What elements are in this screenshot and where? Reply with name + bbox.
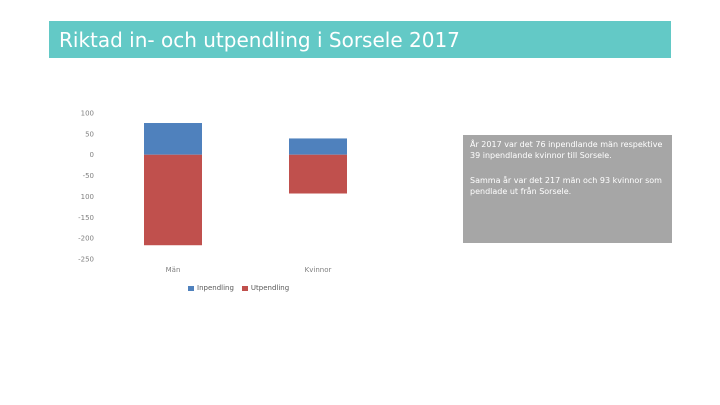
y-tick-label: 100: [81, 110, 94, 118]
y-tick-label: 100: [81, 193, 94, 201]
slide-title: Riktad in- och utpendling i Sorsele 2017: [59, 27, 460, 52]
y-tick-label: 0: [90, 151, 94, 159]
y-tick-label: -250: [78, 256, 94, 264]
y-tick-label: -200: [78, 235, 94, 243]
x-category-label: Män: [166, 266, 181, 274]
y-tick-label: -150: [78, 214, 94, 222]
info-text-box: År 2017 var det 76 inpendlande män respe…: [463, 135, 672, 243]
chart-legend: Inpendling Utpendling: [188, 284, 289, 292]
bar-utpendling-1: [289, 154, 347, 194]
bar-inpendling-1: [289, 138, 347, 155]
y-tick-label: 50: [85, 130, 94, 138]
legend-label: Utpendling: [250, 284, 290, 292]
stacked-bar-chart: 100 50 0 -50 100 -150 -200 -250 Män Kvinnor: [78, 110, 347, 274]
bar-inpendling-0: [144, 123, 202, 155]
bar-utpendling-0: [144, 154, 202, 246]
legend-item-inpendling: Inpendling: [188, 284, 234, 292]
info-paragraph-utpendling: Samma år var det 217 män och 93 kvinnor …: [470, 176, 662, 196]
y-tick-label: -50: [83, 172, 94, 180]
info-paragraph-inpendling: År 2017 var det 76 inpendlande män respe…: [470, 140, 663, 160]
chart-area: 100 50 0 -50 100 -150 -200 -250 Män Kvinnor: [0, 0, 460, 300]
legend-swatch: [241, 285, 248, 291]
legend-item-utpendling: Utpendling: [241, 284, 290, 292]
legend-swatch: [188, 285, 194, 291]
x-category-label: Kvinnor: [305, 266, 332, 274]
legend-label: Inpendling: [197, 284, 234, 292]
slide-title-bar: Riktad in- och utpendling i Sorsele 2017: [49, 21, 671, 58]
